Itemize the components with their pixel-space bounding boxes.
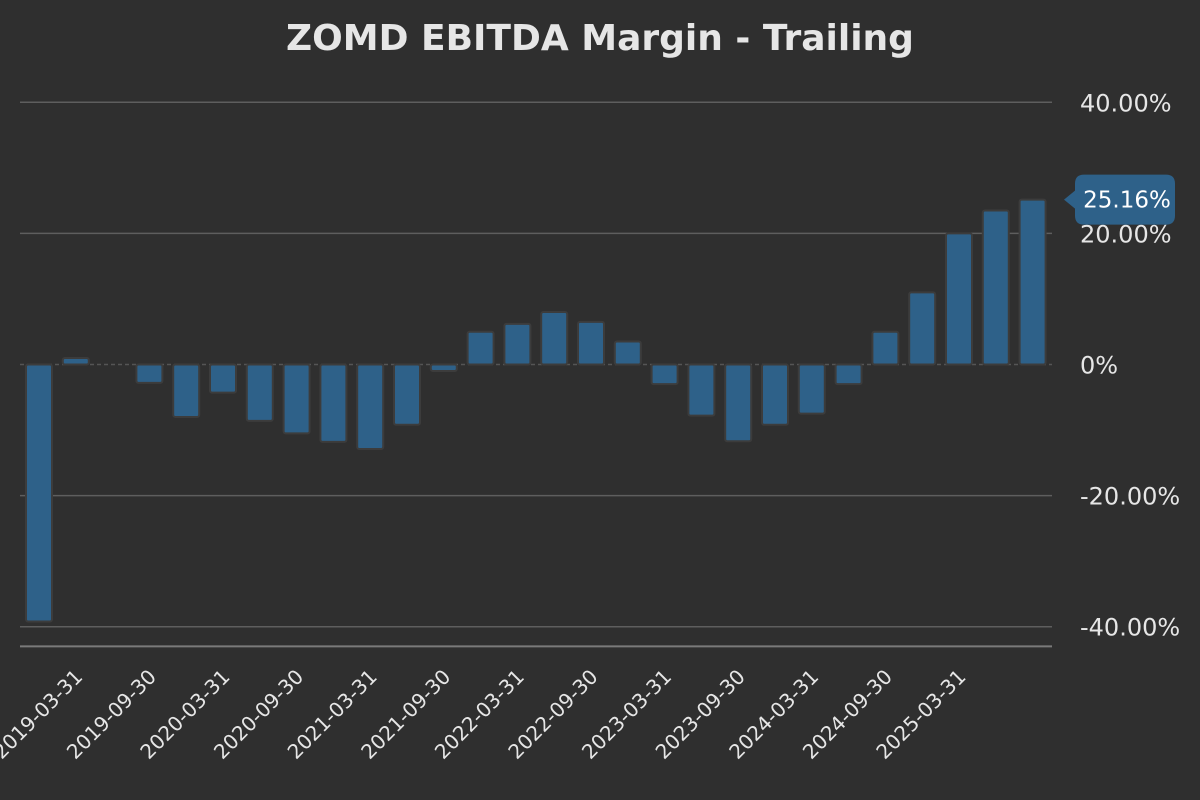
bar — [135, 363, 164, 384]
bar — [724, 363, 753, 443]
y-axis-ticks: 40.00% 20.00% 0% -20.00% -40.00% — [1080, 89, 1180, 641]
y-tick-label: -40.00% — [1080, 614, 1180, 642]
bar — [209, 363, 237, 394]
bar — [172, 363, 201, 418]
bar — [871, 330, 900, 366]
bar — [761, 363, 789, 426]
bar — [650, 363, 679, 386]
last-value-callout: 25.16% — [1064, 174, 1175, 225]
bar — [945, 232, 973, 366]
bar — [503, 322, 532, 366]
bar — [393, 363, 421, 426]
bar — [245, 363, 274, 422]
bar — [61, 356, 90, 366]
bar — [1018, 198, 1047, 366]
y-tick-label: 0% — [1080, 352, 1118, 380]
bar — [319, 363, 348, 443]
bar — [687, 363, 716, 417]
bar — [981, 209, 1010, 366]
last-value-label: 25.16% — [1083, 188, 1171, 214]
y-tick-label: 20.00% — [1080, 220, 1172, 248]
bar — [908, 291, 937, 366]
bar — [834, 363, 863, 386]
bar — [540, 311, 569, 366]
bar — [282, 363, 311, 435]
bars — [25, 198, 1047, 623]
x-axis-ticks: 2019-03-312019-09-302020-03-312020-09-30… — [0, 665, 971, 764]
bar — [797, 363, 826, 415]
bar — [429, 363, 458, 373]
last-value-callout-bg — [1064, 174, 1175, 225]
y-tick-label: 40.00% — [1080, 89, 1172, 117]
bar — [356, 363, 385, 451]
chart-title: ZOMD EBITDA Margin - Trailing — [286, 18, 914, 59]
bar — [25, 363, 53, 623]
bar — [613, 340, 642, 366]
y-tick-label: -20.00% — [1080, 483, 1180, 511]
bar — [577, 320, 605, 366]
bar — [466, 330, 495, 366]
